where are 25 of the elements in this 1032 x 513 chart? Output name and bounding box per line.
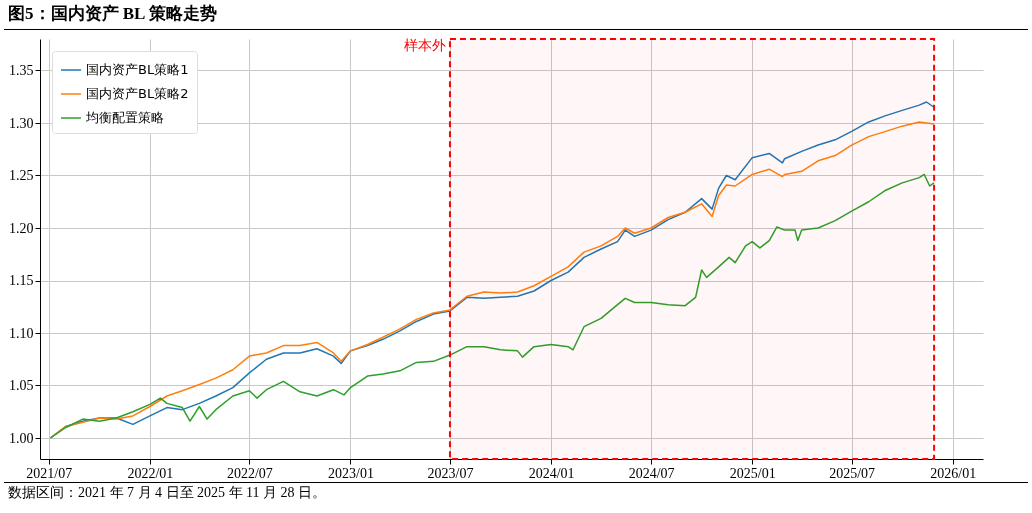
x-tick-label: 2021/07 — [26, 465, 73, 481]
line-series — [49, 173, 935, 439]
legend-label: 国内资产BL策略1 — [86, 62, 189, 77]
y-tick-label: 1.00 — [9, 430, 34, 446]
x-tick-label: 2022/07 — [226, 465, 273, 481]
x-tick-label: 2025/07 — [829, 465, 876, 481]
x-tick-label: 2025/01 — [729, 465, 776, 481]
band-label: 样本外 — [403, 38, 446, 53]
y-tick-label: 1.05 — [9, 378, 34, 393]
x-tick-label: 2024/07 — [628, 465, 675, 481]
y-tick-label: 1.10 — [9, 325, 34, 341]
y-tick-label: 1.15 — [9, 273, 34, 288]
y-tick-label: 1.20 — [9, 220, 34, 236]
x-tick-label: 2026/01 — [930, 465, 977, 481]
y-tick-label: 1.35 — [9, 63, 34, 78]
text: 数据区间：2021 年 7 月 4 日至 2025 年 11 月 28 日。 — [8, 484, 327, 502]
chart-title: 图5：国内资产 BL 策略走势 — [4, 0, 1028, 30]
x-tick-label: 2023/07 — [427, 465, 474, 481]
x-tick-label: 2022/01 — [127, 465, 174, 481]
y-tick-label: 1.25 — [9, 168, 34, 183]
legend-label: 均衡配置策略 — [85, 110, 164, 125]
y-tick-label: 1.30 — [9, 115, 34, 131]
x-tick-label: 2023/01 — [328, 465, 374, 481]
x-tick-label: 2024/01 — [528, 465, 575, 481]
legend-label: 国内资产BL策略2 — [86, 86, 189, 101]
